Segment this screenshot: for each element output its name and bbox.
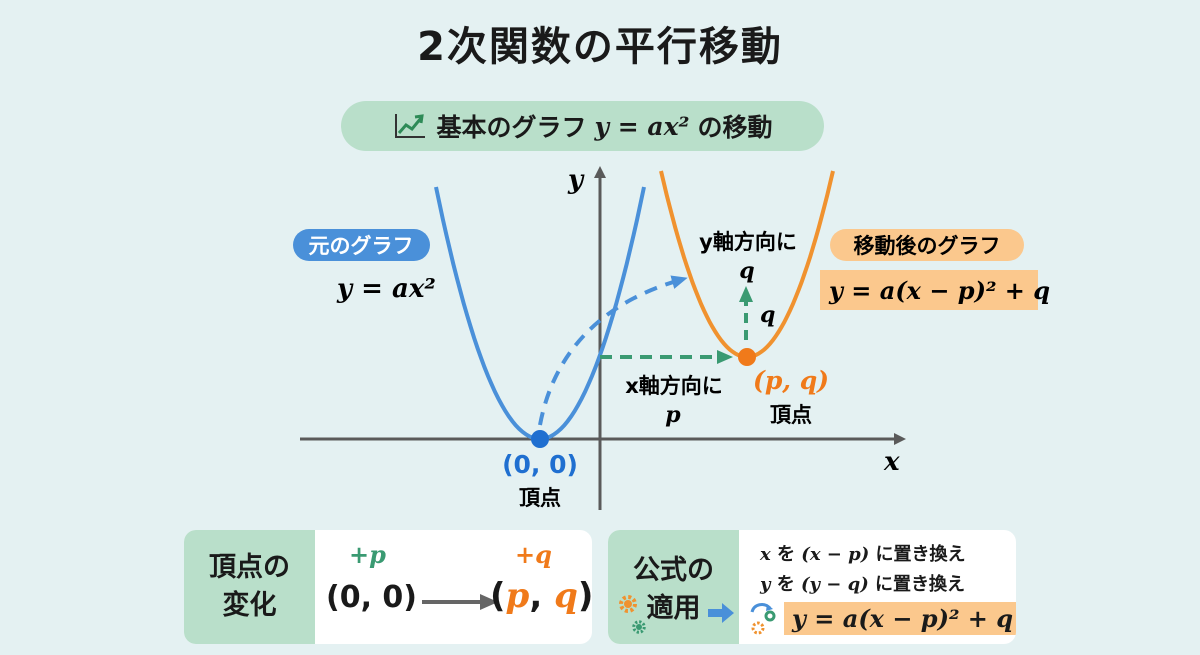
original-badge-bg [293,229,430,261]
formula-line-2-mid: を [776,574,795,595]
arrow-right-icon [422,594,498,610]
x-shift-label: x軸方向に [625,374,723,398]
subtitle-suffix: の移動 [697,113,773,142]
subtitle-text: 基本のグラフ [436,113,587,142]
formula-line-1: x を (x − p) に置き換え [760,540,966,566]
moved-vertex-coord: (p, q) [753,366,829,395]
formula-apply-head: 公式の 適用 [608,530,739,644]
moved-vertex-point [738,348,756,366]
y-axis-label: y [567,165,585,195]
formula-line-2-var: y [760,574,771,595]
formula-line-2-expr: (y − q) [801,574,869,595]
y-shift-label: y軸方向に [699,230,797,254]
formula-apply-head-line2: 適用 [646,593,701,624]
original-vertex-label: 頂点 [519,486,561,510]
arrow-right-icon [708,603,734,623]
chart-trend-icon [394,114,425,138]
x-shift-value: p [665,402,681,428]
moved-badge-bg [830,229,1024,261]
vertex-change-head-line2: 変化 [222,590,277,621]
vertex-change-head: 頂点の 変化 [184,530,315,644]
formula-line-1-end: に置き換え [875,544,966,565]
formula-line-2: y を (y − q) に置き換え [760,570,965,596]
moved-formula-bg [820,270,1038,310]
subtitle-pill: 基本のグラフ y = ax² の移動 [341,101,824,151]
formula-line-1-var: x [760,544,771,565]
gear-icon [632,620,646,634]
y-shift-arrow-label: q [760,302,775,328]
original-vertex-coord: (0, 0) [502,450,578,479]
page-title: 2次関数の平行移動 [417,24,783,70]
vertex-to: (p, q) [490,576,592,616]
vertex-from: (0, 0) [326,580,418,615]
subtitle-formula: y = ax² [594,111,690,141]
formula-line-2-end: に置き換え [875,574,966,595]
x-axis-label: x [883,447,900,477]
vertex-to-close: ) [577,576,592,616]
original-formula: y = ax² [336,274,436,304]
formula-apply-box: 公式の 適用 x を (x − p) に置き換え y を (y − q) に置き… [608,530,1016,644]
moved-formula: y = a(x − p)² + q [828,276,1050,305]
plus-q-label: +q [515,540,552,569]
vertex-change-head-line1: 頂点の [209,552,290,583]
formula-result: y = a(x − p)² + q [784,602,1016,635]
original-vertex-point [531,430,549,448]
plus-p-label: +p [349,540,386,569]
formula-apply-head-line1: 公式の [633,555,714,586]
original-badge: 元のグラフ [309,234,414,258]
cycle-arrows-icon [750,603,776,635]
formula-line-1-mid: を [777,544,796,565]
formula-line-1-expr: (x − p) [801,544,870,565]
vertex-to-comma: , [529,576,555,616]
y-shift-value: q [739,258,754,284]
moved-vertex-label: 頂点 [770,403,812,427]
vertex-to-p: p [505,576,530,616]
vertex-to-open: ( [490,576,506,616]
vertex-to-q: q [554,576,578,616]
gear-icon [619,595,637,613]
moved-badge: 移動後のグラフ [854,234,1001,258]
vertex-change-box: 頂点の 変化 +p +q (0, 0) (p, q) [184,530,592,644]
translation-arrow [538,275,688,426]
